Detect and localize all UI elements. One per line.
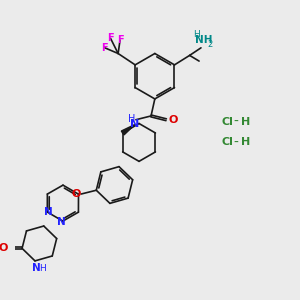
Text: F: F (107, 33, 114, 43)
Text: NH: NH (195, 35, 213, 45)
Text: N: N (44, 207, 52, 217)
Text: H: H (241, 137, 250, 147)
Polygon shape (121, 124, 135, 135)
Text: N: N (130, 119, 140, 130)
Text: Cl: Cl (221, 137, 233, 147)
Text: -: - (233, 115, 238, 129)
Text: O: O (72, 189, 81, 199)
Text: -: - (233, 135, 238, 149)
Text: Cl: Cl (221, 117, 233, 127)
Text: H: H (128, 114, 136, 124)
Text: H: H (241, 117, 250, 127)
Text: O: O (0, 243, 8, 254)
Text: N: N (32, 263, 41, 273)
Text: 2: 2 (208, 40, 213, 49)
Text: H: H (39, 264, 46, 273)
Text: H: H (193, 30, 200, 39)
Text: N: N (58, 217, 66, 227)
Text: F: F (102, 43, 108, 53)
Text: O: O (168, 115, 178, 125)
Text: F: F (117, 35, 123, 45)
